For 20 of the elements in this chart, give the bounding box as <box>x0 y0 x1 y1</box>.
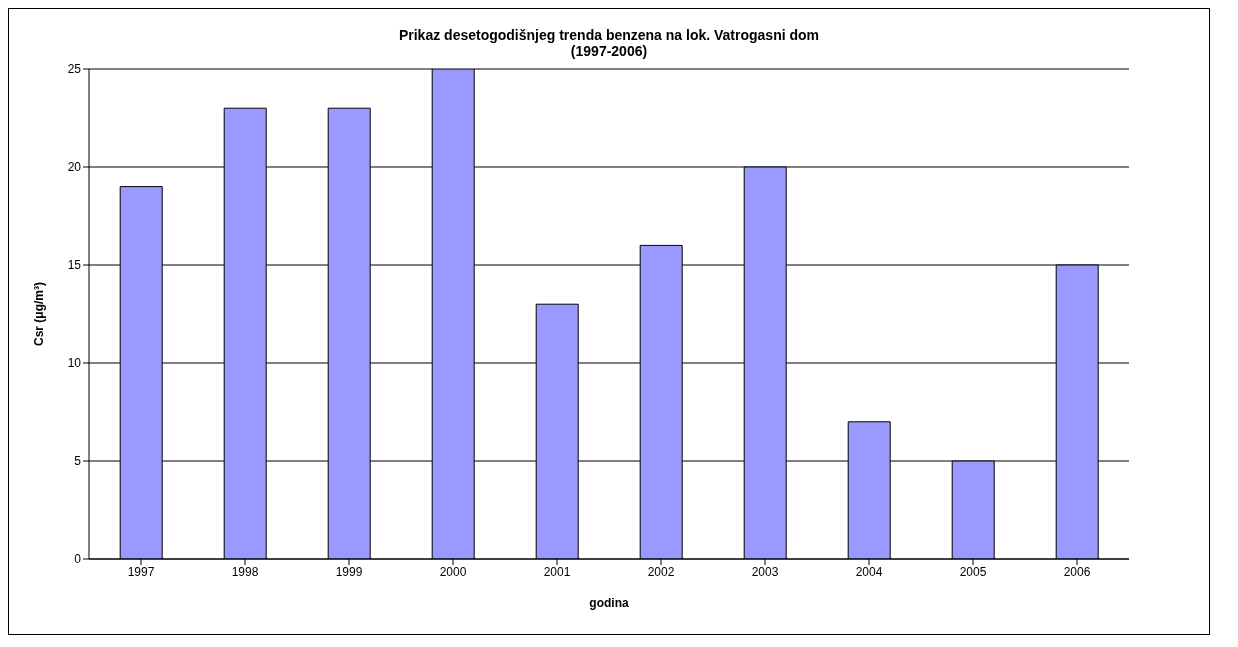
x-tick-label: 2004 <box>855 564 883 579</box>
x-tick-label: 2006 <box>1063 564 1091 579</box>
x-tick-label: 2000 <box>439 564 467 579</box>
y-axis-title: Csr (μg/m³) <box>32 281 47 347</box>
y-tick-label: 0 <box>74 552 82 567</box>
y-tick-label: 20 <box>67 160 82 175</box>
chart-title: Prikaz desetogodišnjeg trenda benzena na lok. Vatrogasni dom <box>397 27 821 43</box>
y-tick-label: 5 <box>74 454 82 469</box>
y-tick-label: 25 <box>67 62 82 77</box>
x-tick-label: 2005 <box>959 564 987 579</box>
x-tick-label: 2002 <box>647 564 675 579</box>
chart-subtitle: (1997-2006) <box>569 43 649 59</box>
y-tick-label: 10 <box>67 356 82 371</box>
x-tick-label: 2001 <box>543 564 571 579</box>
x-tick-label: 1997 <box>127 564 155 579</box>
x-tick-label: 1999 <box>335 564 363 579</box>
x-tick-label: 1998 <box>231 564 259 579</box>
y-tick-label: 15 <box>67 258 82 273</box>
x-axis-title: godina <box>589 596 629 610</box>
x-tick-label: 2003 <box>751 564 779 579</box>
